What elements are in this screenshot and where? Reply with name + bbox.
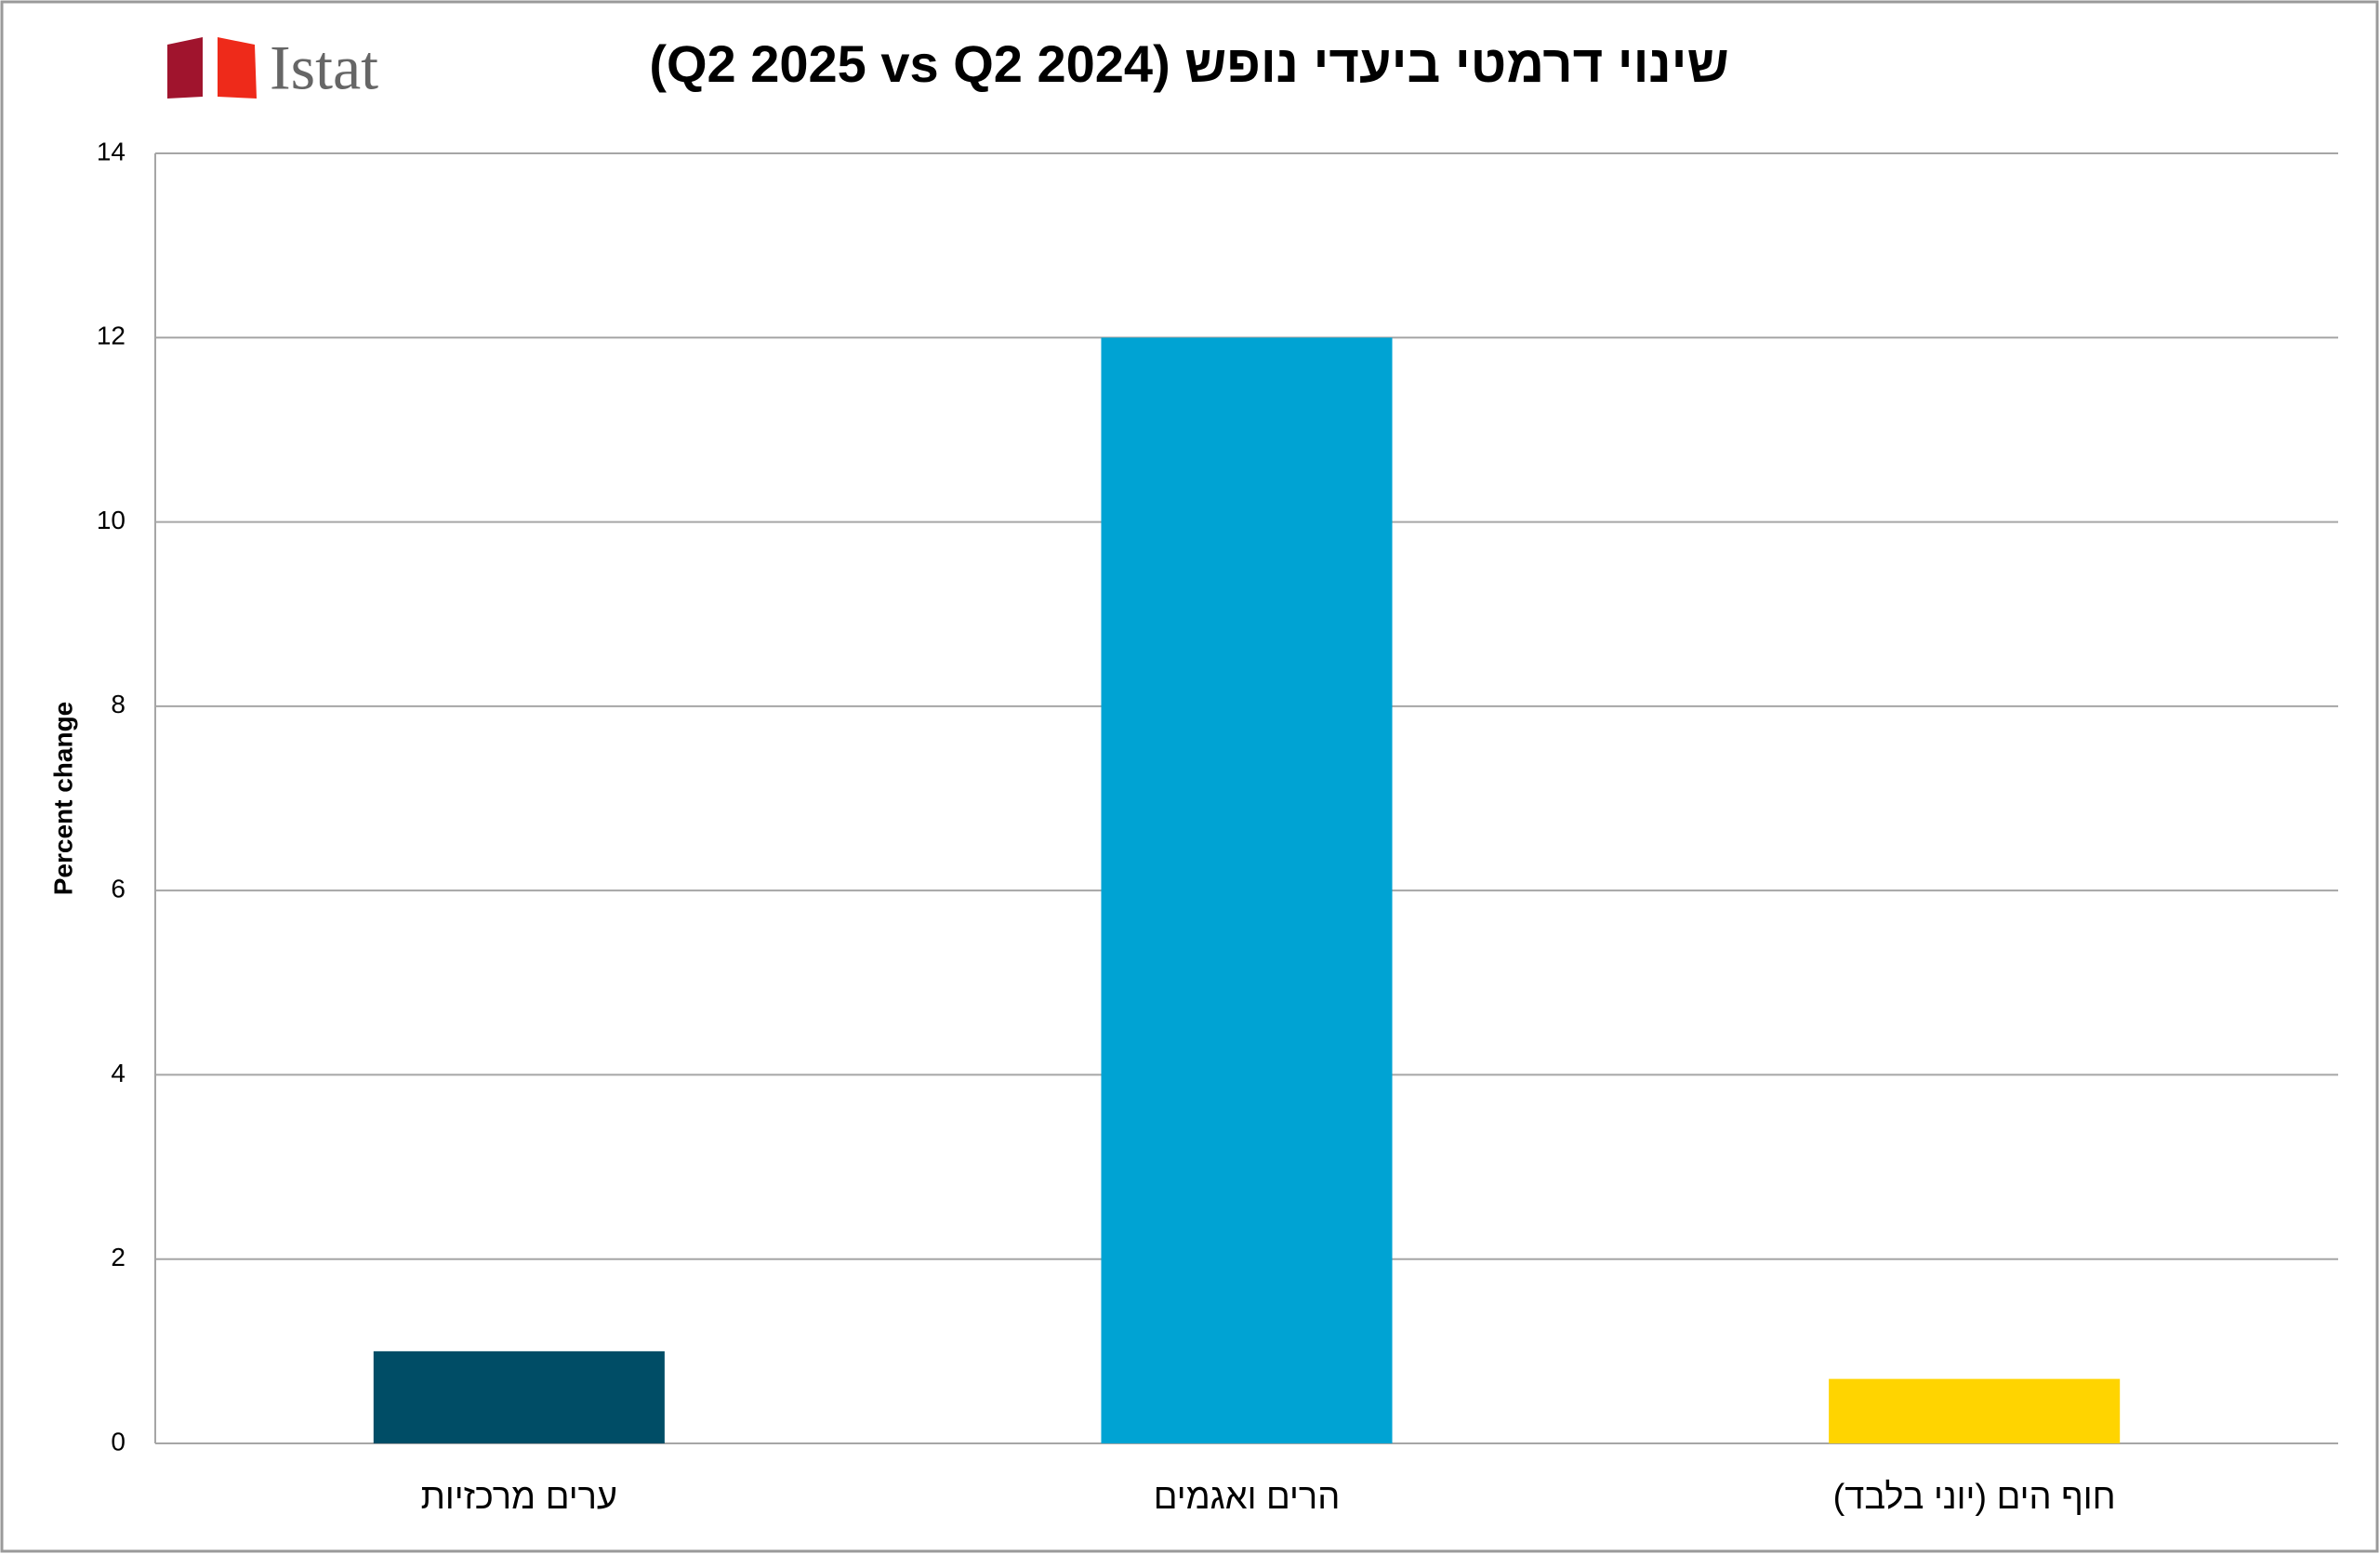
x-tick-label: הרים ואגמים — [1154, 1478, 1341, 1517]
y-tick-label: 8 — [111, 690, 126, 718]
y-tick-label: 2 — [111, 1243, 126, 1271]
y-tick-label: 4 — [111, 1059, 126, 1087]
y-tick-label: 0 — [111, 1427, 126, 1455]
chart-title: שינוי דרמטי ביעדי נופש (Q2 2025 vs Q2 20… — [649, 34, 1728, 93]
bar — [1101, 337, 1393, 1444]
y-tick-label: 12 — [97, 322, 126, 350]
bar — [373, 1350, 665, 1443]
bar — [1829, 1378, 2121, 1443]
x-tick-label: ערים מרכזיות — [421, 1478, 617, 1517]
x-tick-label: חוף הים (יוני בלבד) — [1833, 1478, 2116, 1517]
y-axis-label: Percent change — [48, 702, 77, 896]
logo-text: Istat — [270, 33, 378, 103]
y-tick-label: 10 — [97, 506, 126, 534]
y-tick-label: 6 — [111, 875, 126, 903]
logo-mark — [218, 37, 257, 99]
logo: Istat — [167, 33, 378, 103]
y-tick-label: 14 — [97, 137, 126, 165]
logo-mark — [167, 37, 203, 99]
